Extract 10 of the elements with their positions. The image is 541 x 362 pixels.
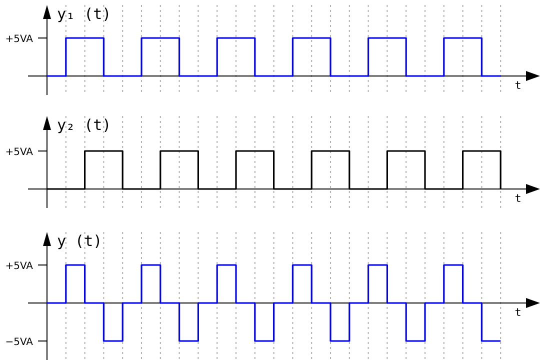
annotation: −5VA xyxy=(5,337,34,348)
annotation: +5VA xyxy=(5,147,34,158)
x-axis-title: t xyxy=(514,192,522,205)
annotation: +5VA xyxy=(5,34,34,45)
annotation: +5VA xyxy=(5,261,34,272)
x-axis-title: t xyxy=(514,79,522,92)
y-axis-title: y (t) xyxy=(57,232,102,250)
x-axis-title: t xyxy=(514,306,522,319)
y-axis-title: y₁ (t) xyxy=(57,5,112,23)
y-axis-title: y₂ (t) xyxy=(57,116,112,134)
